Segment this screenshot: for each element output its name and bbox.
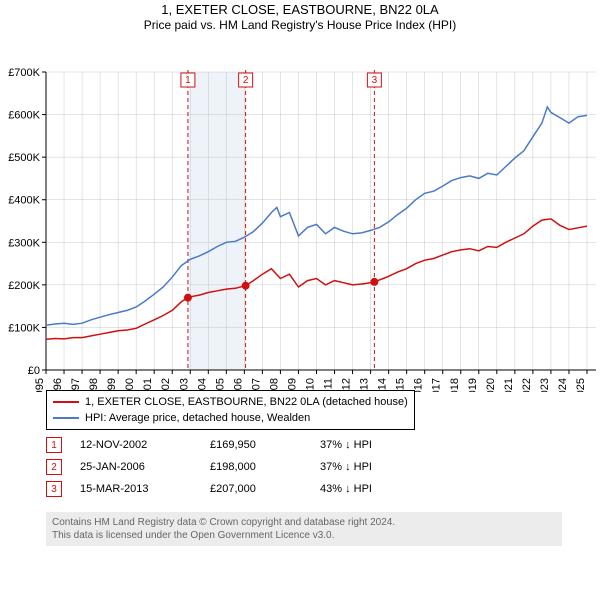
legend-label: 1, EXETER CLOSE, EASTBOURNE, BN22 0LA (d… — [85, 396, 408, 408]
legend-label: HPI: Average price, detached house, Weal… — [85, 412, 310, 424]
sale-diff: 43% ↓ HPI — [320, 483, 420, 495]
x-tick-label: 1995 — [34, 378, 46, 392]
attribution: Contains HM Land Registry data © Crown c… — [46, 512, 562, 546]
attribution-line1: Contains HM Land Registry data © Crown c… — [52, 516, 556, 529]
sale-badge: 1 — [46, 437, 62, 453]
legend-swatch — [53, 401, 79, 403]
legend-item: HPI: Average price, detached house, Weal… — [53, 410, 408, 426]
sale-diff: 37% ↓ HPI — [320, 439, 420, 451]
sale-price: £169,950 — [210, 439, 320, 451]
sales-table: 1 12-NOV-2002£169,95037% ↓ HPI 2 25-JAN-200… — [46, 434, 420, 500]
y-tick-label: £0 — [28, 365, 40, 377]
marker-badge: 1 — [185, 75, 191, 86]
legend: 1, EXETER CLOSE, EASTBOURNE, BN22 0LA (d… — [46, 390, 415, 430]
sale-row: 3 15-MAR-2013£207,00043% ↓ HPI — [46, 478, 420, 500]
chart-title: 1, EXETER CLOSE, EASTBOURNE, BN22 0LA — [0, 2, 600, 17]
sale-price: £198,000 — [210, 461, 320, 473]
sale-date: 25-JAN-2006 — [80, 461, 210, 473]
x-tick-label: 2025 — [575, 378, 587, 392]
legend-swatch — [53, 417, 79, 419]
marker-badge: 2 — [243, 75, 249, 86]
sale-price: £207,000 — [210, 483, 320, 495]
legend-item: 1, EXETER CLOSE, EASTBOURNE, BN22 0LA (d… — [53, 394, 408, 410]
chart-area: 1 2 3 £0 £100K £200K £300K £400K £500K £600K £700K… — [0, 32, 600, 392]
x-tick-label: 2019 — [467, 378, 479, 392]
line-chart: 1 2 3 £0 £100K £200K £300K £400K £500K £600K £700K… — [0, 32, 600, 392]
y-tick-label: £400K — [8, 195, 40, 207]
x-tick-label: 2021 — [503, 378, 515, 392]
y-tick-label: £700K — [8, 67, 40, 79]
y-tick-label: £600K — [8, 110, 40, 122]
x-tick-label: 2022 — [521, 378, 533, 392]
sale-row: 2 25-JAN-2006£198,00037% ↓ HPI — [46, 456, 420, 478]
x-tick-label: 2024 — [557, 378, 569, 392]
x-tick-label: 2018 — [449, 378, 461, 392]
sale-row: 1 12-NOV-2002£169,95037% ↓ HPI — [46, 434, 420, 456]
x-tick-label: 2017 — [431, 378, 443, 392]
sale-badge: 3 — [46, 481, 62, 497]
y-tick-label: £100K — [8, 322, 40, 334]
sale-date: 12-NOV-2002 — [80, 439, 210, 451]
sale-diff: 37% ↓ HPI — [320, 461, 420, 473]
y-tick-label: £300K — [8, 237, 40, 249]
chart-subtitle: Price paid vs. HM Land Registry's House … — [0, 18, 600, 32]
y-tick-label: £200K — [8, 280, 40, 292]
y-tick-label: £500K — [8, 152, 40, 164]
marker-badge: 3 — [372, 75, 378, 86]
sale-date: 15-MAR-2013 — [80, 483, 210, 495]
x-tick-label: 2023 — [539, 378, 551, 392]
sale-badge: 2 — [46, 459, 62, 475]
x-tick-label: 2020 — [485, 378, 497, 392]
attribution-line2: This data is licensed under the Open Gov… — [52, 529, 556, 542]
